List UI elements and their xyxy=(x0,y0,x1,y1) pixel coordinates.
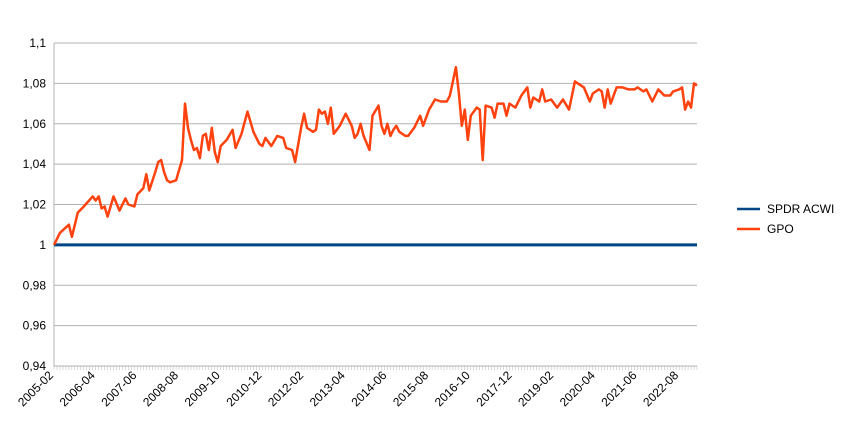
y-tick-label: 1,04 xyxy=(23,157,47,171)
legend: SPDR ACWI GPO xyxy=(737,202,834,236)
x-tick-label: 2015-08 xyxy=(390,368,431,409)
x-tick-label: 2010-12 xyxy=(223,368,264,409)
x-tick-label: 2005-02 xyxy=(15,368,56,409)
x-tick-label: 2021-06 xyxy=(599,368,640,409)
x-axis-ticks: 2005-02 2006-04 2007-06 2008-08 2009-10 2010-… xyxy=(15,366,698,409)
y-tick-label: 0,96 xyxy=(23,319,47,333)
x-tick-label: 2012-02 xyxy=(265,368,306,409)
y-tick-label: 0,98 xyxy=(23,278,47,292)
y-tick-label: 1,08 xyxy=(23,76,47,90)
y-tick-label: 1,02 xyxy=(23,198,47,212)
x-tick-label: 2016-10 xyxy=(432,368,473,409)
x-tick-label: 2007-06 xyxy=(98,368,139,409)
x-tick-label: 2022-08 xyxy=(640,368,681,409)
series-line-gpo xyxy=(52,65,698,246)
x-tick-label: 2013-04 xyxy=(307,368,348,409)
x-tick-label: 2009-10 xyxy=(182,368,223,409)
y-tick-label: 0,94 xyxy=(23,359,47,373)
x-tick-label: 2020-04 xyxy=(557,368,598,409)
x-tick-label: 2008-08 xyxy=(140,368,181,409)
x-tick-label: 2014-06 xyxy=(348,368,389,409)
x-tick-label: 2019-02 xyxy=(515,368,556,409)
y-tick-label: 1,06 xyxy=(23,117,47,131)
legend-label-spdr-acwi: SPDR ACWI xyxy=(767,202,834,216)
legend-label-gpo: GPO xyxy=(767,222,794,236)
x-tick-label: 2017-12 xyxy=(474,368,515,409)
y-tick-label: 1,1 xyxy=(29,36,46,50)
plot-area xyxy=(52,65,698,247)
y-tick-label: 1 xyxy=(39,238,46,252)
y-axis-ticks: 1,1 1,08 1,06 1,04 1,02 1 0,98 0,96 0,94 xyxy=(23,36,47,373)
x-tick-label: 2006-04 xyxy=(57,368,98,409)
